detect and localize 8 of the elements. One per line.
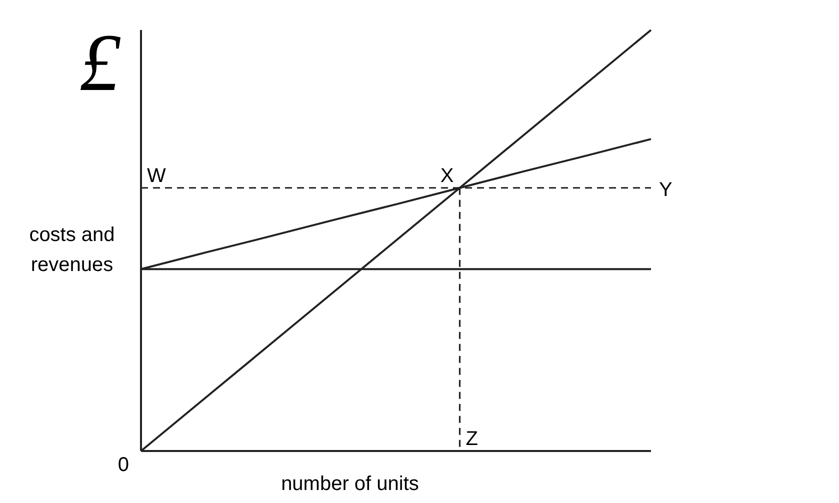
text: £ [80, 17, 122, 108]
text: Y [659, 178, 672, 201]
y-axis-title: costs and revenues [29, 224, 115, 276]
annotation: W [147, 164, 166, 187]
text: 0 [118, 454, 129, 476]
x-axis-title: number of units [281, 473, 419, 495]
annotation: Z [466, 428, 478, 450]
annotation: X [440, 164, 454, 187]
